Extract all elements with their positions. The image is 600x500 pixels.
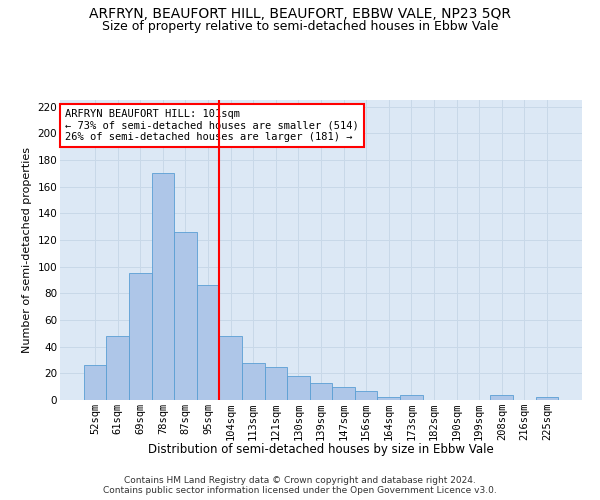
Text: Size of property relative to semi-detached houses in Ebbw Vale: Size of property relative to semi-detach… xyxy=(102,20,498,33)
Bar xyxy=(152,174,174,400)
Bar xyxy=(84,366,106,400)
Bar xyxy=(197,286,220,400)
Bar xyxy=(377,398,400,400)
Text: Contains HM Land Registry data © Crown copyright and database right 2024.
Contai: Contains HM Land Registry data © Crown c… xyxy=(103,476,497,495)
Bar xyxy=(106,336,129,400)
Bar xyxy=(265,366,287,400)
Bar xyxy=(287,376,310,400)
Bar xyxy=(220,336,242,400)
Text: ARFRYN BEAUFORT HILL: 101sqm
← 73% of semi-detached houses are smaller (514)
26%: ARFRYN BEAUFORT HILL: 101sqm ← 73% of se… xyxy=(65,109,359,142)
Text: Distribution of semi-detached houses by size in Ebbw Vale: Distribution of semi-detached houses by … xyxy=(148,442,494,456)
Bar xyxy=(332,386,355,400)
Y-axis label: Number of semi-detached properties: Number of semi-detached properties xyxy=(22,147,32,353)
Bar xyxy=(536,398,558,400)
Bar xyxy=(355,390,377,400)
Text: ARFRYN, BEAUFORT HILL, BEAUFORT, EBBW VALE, NP23 5QR: ARFRYN, BEAUFORT HILL, BEAUFORT, EBBW VA… xyxy=(89,8,511,22)
Bar xyxy=(242,362,265,400)
Bar xyxy=(174,232,197,400)
Bar xyxy=(490,394,513,400)
Bar xyxy=(129,274,152,400)
Bar xyxy=(400,394,422,400)
Bar xyxy=(310,382,332,400)
